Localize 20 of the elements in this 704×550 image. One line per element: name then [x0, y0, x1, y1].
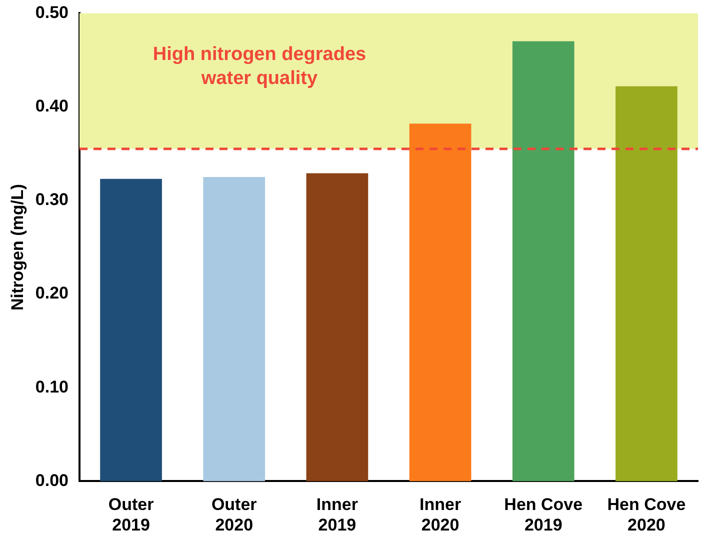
y-axis-title: Nitrogen (mg/L): [8, 184, 27, 310]
y-tick-label: 0.20: [35, 284, 68, 303]
bar: [203, 177, 266, 482]
x-tick-label: Hen Cove 2020: [607, 495, 686, 534]
y-tick-label: 0.30: [35, 190, 68, 210]
bar: [306, 173, 368, 482]
bar: [512, 41, 574, 482]
x-tick-label: Outer 2020: [211, 495, 258, 534]
bar: [100, 178, 162, 482]
x-tick-label: Outer 2019: [108, 495, 154, 534]
y-tick-label: 0.40: [35, 96, 68, 116]
y-tick-label: 0.10: [35, 377, 68, 396]
x-tick-label: Inner 2019: [316, 495, 358, 534]
y-tick-label: 0.00: [35, 470, 68, 490]
x-tick-label: Hen Cove 2019: [504, 495, 583, 534]
band-label: High nitrogen degrades water quality: [152, 44, 366, 89]
bar: [409, 124, 472, 482]
y-tick-label: 0.50: [35, 2, 68, 22]
x-tick-label: Inner 2020: [420, 495, 462, 534]
bar: [616, 86, 678, 482]
